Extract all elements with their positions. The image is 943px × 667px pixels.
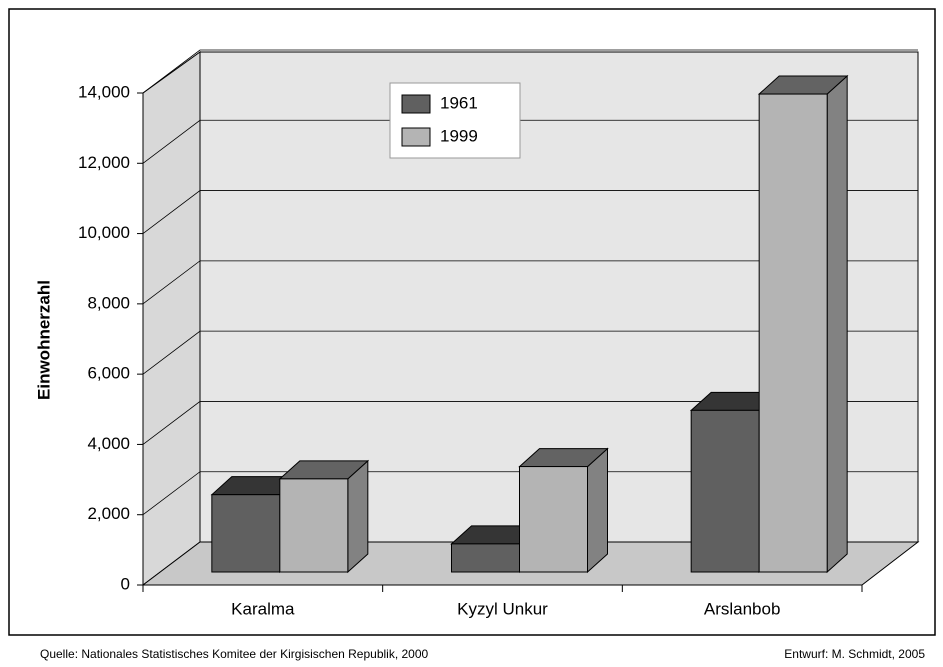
x-tick-label: Karalma — [231, 599, 295, 618]
bar — [758, 93, 828, 573]
grid-line — [142, 401, 918, 445]
y-tick-label: 10,000 — [78, 223, 130, 242]
bar — [279, 478, 349, 573]
bar — [690, 409, 760, 573]
y-tick-label: 4,000 — [87, 434, 130, 453]
legend-swatch — [401, 127, 431, 147]
bar — [451, 543, 520, 573]
grid-line — [142, 471, 918, 516]
bar — [211, 494, 281, 573]
grid-line — [142, 119, 918, 164]
x-tick-label: Arslanbob — [704, 599, 781, 618]
bar — [519, 466, 588, 573]
bar-side — [587, 447, 608, 574]
y-tick-label: 12,000 — [78, 153, 130, 172]
grid-line — [142, 260, 918, 305]
side-wall — [142, 51, 201, 587]
grid-line — [142, 49, 918, 94]
legend-label: 1961 — [440, 93, 478, 112]
bar-side — [826, 74, 848, 574]
grid-line — [142, 190, 918, 234]
y-tick-label: 14,000 — [78, 82, 130, 101]
source: Quelle: Nationales Statistisches Komitee… — [40, 647, 429, 661]
y-tick-label: 8,000 — [87, 293, 130, 312]
y-axis-label: Einwohnerzahl — [34, 280, 53, 400]
bar-side — [347, 459, 369, 574]
grid-line — [142, 330, 918, 375]
legend-swatch — [401, 94, 431, 114]
y-tick-label: 0 — [121, 574, 130, 593]
y-tick-label: 2,000 — [87, 504, 130, 523]
x-tick-label: Kyzyl Unkur — [457, 599, 548, 618]
legend-label: 1999 — [440, 126, 478, 145]
y-tick-label: 6,000 — [87, 364, 130, 383]
credit: Entwurf: M. Schmidt, 2005 — [784, 647, 925, 661]
